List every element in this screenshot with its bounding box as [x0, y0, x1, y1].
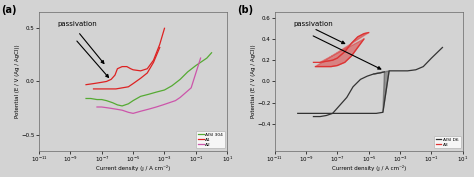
Text: passivation: passivation — [293, 21, 333, 27]
Legend: AISI D6, A3: AISI D6, A3 — [434, 136, 461, 148]
Y-axis label: Potential (E / V (Ag / AgCl)): Potential (E / V (Ag / AgCl)) — [251, 45, 255, 118]
Polygon shape — [315, 33, 369, 67]
Text: (a): (a) — [1, 5, 17, 15]
Polygon shape — [374, 71, 389, 112]
Y-axis label: Potential (E / V (Ag / AgCl)): Potential (E / V (Ag / AgCl)) — [15, 45, 20, 118]
X-axis label: Current density (ȷ / A cm⁻²): Current density (ȷ / A cm⁻²) — [332, 165, 406, 172]
Legend: AISI 304, A1, A2: AISI 304, A1, A2 — [197, 131, 225, 148]
Text: (b): (b) — [237, 5, 253, 15]
Text: passivation: passivation — [57, 21, 97, 27]
X-axis label: Current density (ȷ / A cm⁻²): Current density (ȷ / A cm⁻²) — [96, 165, 170, 172]
